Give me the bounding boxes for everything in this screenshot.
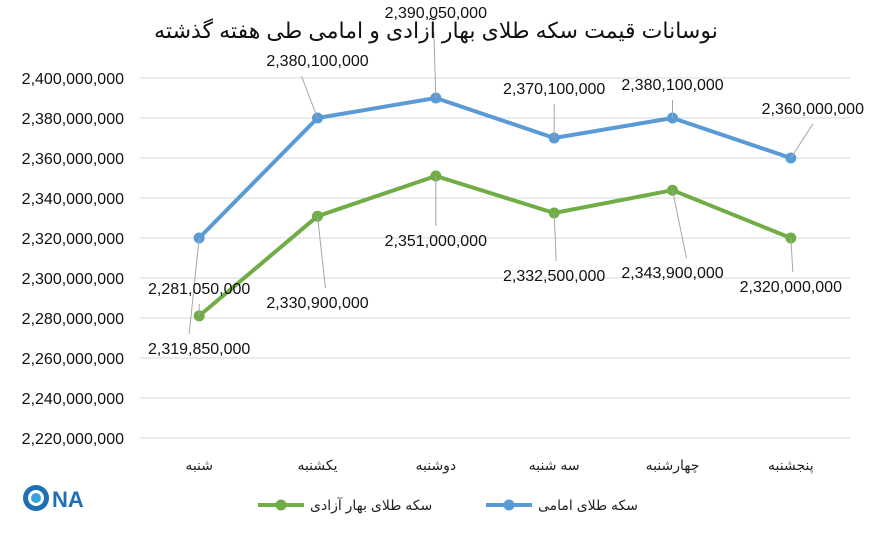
x-category-label: شنبه bbox=[185, 457, 213, 473]
data-label: 2,380,100,000 bbox=[266, 53, 368, 70]
data-label: 2,330,900,000 bbox=[266, 295, 368, 312]
data-label: 2,351,000,000 bbox=[385, 233, 487, 250]
legend-swatch-marker bbox=[503, 499, 515, 511]
legend-label: سکه طلای بهار آزادی bbox=[310, 497, 432, 514]
data-label: 2,360,000,000 bbox=[762, 101, 864, 118]
leader-line bbox=[790, 237, 794, 273]
series-line bbox=[197, 96, 792, 240]
data-label: 2,319,850,000 bbox=[148, 341, 250, 358]
legend-label: سکه طلای امامی bbox=[538, 497, 638, 513]
y-tick-label: 2,340,000,000 bbox=[22, 191, 124, 208]
leader-line bbox=[317, 216, 326, 289]
y-tick-label: 2,240,000,000 bbox=[22, 391, 124, 408]
legend-swatch-marker bbox=[275, 499, 287, 511]
x-category-label: پنجشنبه bbox=[768, 457, 814, 474]
leader-line bbox=[433, 31, 437, 99]
y-tick-label: 2,220,000,000 bbox=[22, 431, 124, 448]
y-tick-label: 2,320,000,000 bbox=[22, 231, 124, 248]
y-tick-label: 2,300,000,000 bbox=[22, 271, 124, 288]
x-category-label: دوشنبه bbox=[415, 457, 456, 474]
y-tick-label: 2,280,000,000 bbox=[22, 311, 124, 328]
y-tick-label: 2,400,000,000 bbox=[22, 71, 124, 88]
data-label: 2,380,100,000 bbox=[621, 77, 723, 94]
leader-line bbox=[790, 123, 814, 159]
x-category-label: سه شنبه bbox=[529, 457, 580, 473]
data-label: 2,390,050,000 bbox=[385, 5, 487, 22]
data-label: 2,281,050,000 bbox=[148, 281, 250, 298]
data-label: 2,320,000,000 bbox=[740, 279, 842, 296]
svg-text:NA: NA bbox=[52, 487, 84, 512]
x-category-label: چهارشنبه bbox=[646, 457, 700, 474]
leader-line bbox=[553, 212, 557, 262]
y-tick-label: 2,380,000,000 bbox=[22, 111, 124, 128]
leader-line bbox=[301, 75, 318, 119]
data-label: 2,343,900,000 bbox=[621, 265, 723, 282]
imna-logo: NA bbox=[23, 485, 84, 512]
leader-line bbox=[188, 237, 200, 335]
x-category-label: یکشنبه bbox=[297, 457, 337, 473]
series-line bbox=[197, 174, 792, 318]
y-tick-label: 2,260,000,000 bbox=[22, 351, 124, 368]
data-label: 2,332,500,000 bbox=[503, 268, 605, 285]
chart-title: نوسانات قیمت سکه طلای بهار آزادی و امامی… bbox=[154, 18, 718, 43]
y-tick-label: 2,360,000,000 bbox=[22, 151, 124, 168]
data-label: 2,370,100,000 bbox=[503, 81, 605, 98]
leader-line bbox=[672, 190, 687, 259]
